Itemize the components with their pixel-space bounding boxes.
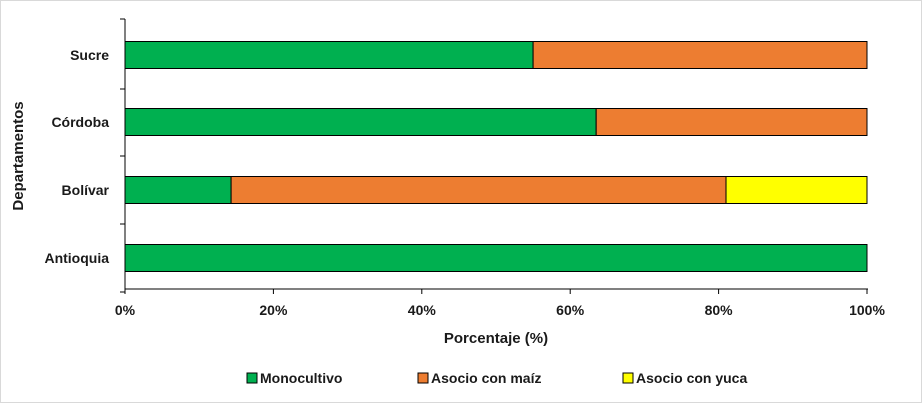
legend-label: Asocio con maíz [431,370,541,386]
x-tick-label: 100% [849,302,885,318]
x-tick-label: 60% [556,302,585,318]
bar-segment-sucre-series-0 [124,41,534,69]
bar-segment-sucre-series-1 [532,41,868,69]
legend-swatch [417,372,429,384]
x-tick-label: 20% [259,302,288,318]
bar-segment-bolivar-series-0 [124,176,232,204]
bar-segment-bolivar-series-1 [230,176,727,204]
category-label: Bolívar [62,182,110,198]
legend-swatch [622,372,634,384]
bar-segment-bolivar-series-2 [725,176,868,204]
bars-layer [124,41,868,272]
bar-segment-cordoba-series-0 [124,108,597,136]
legend: Monocultivo Asocio con maíz Asocio con yuc… [246,370,747,386]
bar-segment-antioquia-series-0 [124,244,868,272]
x-tick-label: 0% [115,302,136,318]
x-axis-title: Porcentaje (%) [444,330,548,347]
axes-layer [124,19,868,290]
category-labels-layer: Sucre Córdoba Bolívar Antioquia [44,18,125,293]
legend-label: Asocio con yuca [636,370,747,386]
x-tick-label: 40% [408,302,437,318]
bar-segment-cordoba-series-1 [595,108,868,136]
category-label: Sucre [70,47,109,63]
legend-label: Monocultivo [260,370,342,386]
legend-swatch [246,372,258,384]
x-ticks-layer: 0% 20% 40% 60% 80% 100% [115,289,885,318]
y-axis-title: Departamentos [10,101,27,210]
category-label: Córdoba [51,114,109,130]
category-label: Antioquia [44,250,109,266]
x-tick-label: 80% [705,302,734,318]
